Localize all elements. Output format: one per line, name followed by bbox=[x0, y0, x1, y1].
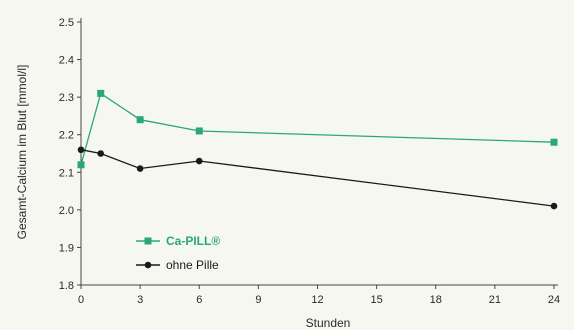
data-point-ca-pill bbox=[97, 89, 105, 97]
legend-marker-ca-pill bbox=[144, 237, 152, 245]
legend-label-ca-pill: Ca-PILL® bbox=[166, 234, 220, 248]
x-axis-label: Stunden bbox=[306, 316, 351, 330]
x-tick-label: 0 bbox=[78, 294, 84, 306]
series-markers bbox=[77, 89, 558, 210]
x-tick-label: 21 bbox=[489, 294, 501, 306]
y-tick-label: 2.0 bbox=[59, 205, 74, 217]
x-tick-label: 6 bbox=[196, 294, 202, 306]
data-point-ohne-pille bbox=[136, 165, 144, 172]
tick-labels: 1.8 1.9 2.0 2.1 2.2 2.3 2.4 2.5 0 3 6 9 12 15 18 21 24 bbox=[59, 17, 560, 306]
legend-marker-ohne-pille bbox=[144, 261, 152, 269]
data-point-ohne-pille bbox=[550, 202, 558, 210]
x-tick-label: 9 bbox=[255, 294, 261, 306]
y-tick-label: 2.1 bbox=[59, 167, 74, 179]
legend: Ca-PILL® ohne Pille bbox=[136, 234, 220, 272]
y-tick-label: 2.2 bbox=[59, 130, 74, 142]
y-tick-label: 1.8 bbox=[59, 280, 74, 292]
x-tick-label: 18 bbox=[430, 294, 442, 306]
data-point-ohne-pille bbox=[97, 150, 105, 157]
data-point-ca-pill bbox=[550, 138, 558, 146]
y-tick-label: 2.4 bbox=[59, 55, 74, 67]
y-axis-label: Gesamt-Calcium im Blut [mmol/l] bbox=[15, 65, 29, 240]
x-tick-label: 24 bbox=[548, 294, 560, 306]
data-point-ca-pill bbox=[136, 116, 144, 124]
y-tick-label: 2.5 bbox=[59, 17, 74, 29]
data-point-ca-pill bbox=[195, 127, 203, 135]
x-tick-label: 15 bbox=[371, 294, 383, 306]
x-tick-label: 12 bbox=[311, 294, 323, 306]
data-point-ca-pill bbox=[77, 161, 85, 169]
legend-label-ohne-pille: ohne Pille bbox=[166, 258, 219, 272]
y-tick-label: 2.3 bbox=[59, 92, 74, 104]
y-tick-label: 1.9 bbox=[59, 242, 74, 254]
x-tick-label: 3 bbox=[137, 294, 143, 306]
data-point-ohne-pille bbox=[77, 146, 85, 154]
data-point-ohne-pille bbox=[195, 157, 203, 165]
